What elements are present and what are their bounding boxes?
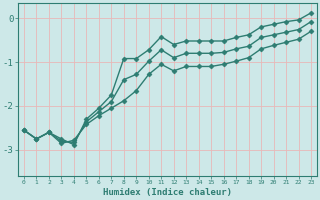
X-axis label: Humidex (Indice chaleur): Humidex (Indice chaleur) [103,188,232,197]
